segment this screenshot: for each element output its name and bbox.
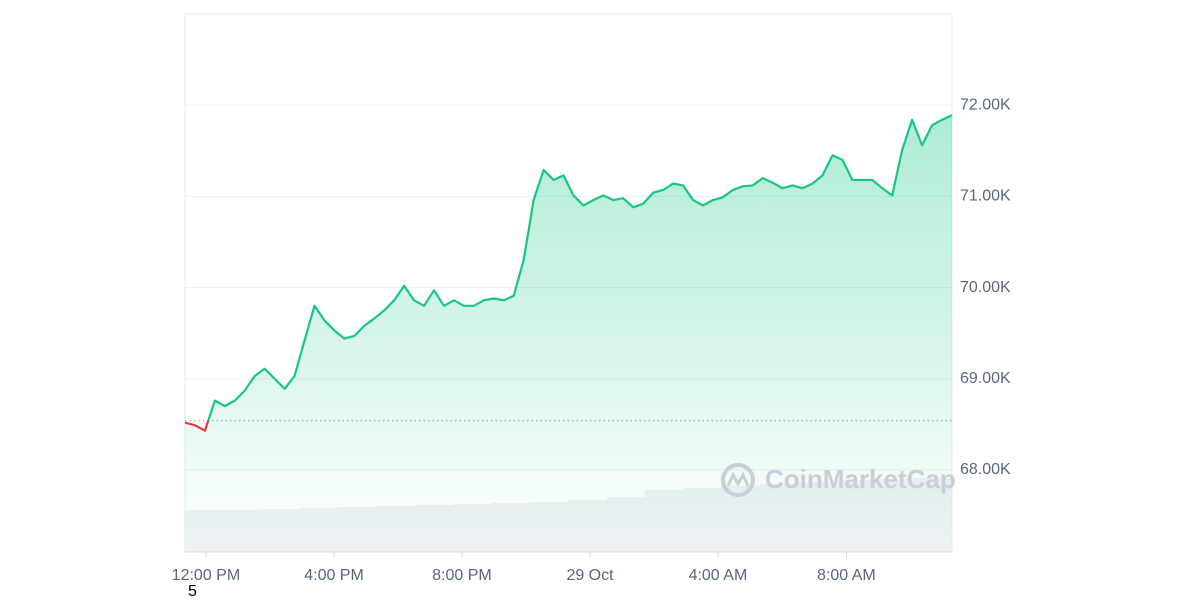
x-tick-label: 8:00 PM [432, 567, 492, 584]
y-tick-label: 71.00K [960, 188, 1011, 205]
watermark-logo [721, 463, 755, 497]
y-tick-label: 72.00K [960, 96, 1011, 113]
price-area [185, 115, 952, 552]
footnote: 5 [188, 583, 197, 600]
x-tick-label: 8:00 AM [817, 567, 876, 584]
y-tick-label: 68.00K [960, 461, 1011, 478]
price-line [184, 114, 953, 432]
y-tick-label: 70.00K [960, 279, 1011, 296]
x-tick-label: 29 Oct [566, 567, 614, 584]
watermark: CoinMarketCap [765, 464, 956, 494]
y-tick-label: 69.00K [960, 370, 1011, 387]
x-tick-label: 4:00 PM [304, 567, 364, 584]
x-tick-label: 4:00 AM [689, 567, 748, 584]
x-tick-label: 12:00 PM [172, 567, 240, 584]
